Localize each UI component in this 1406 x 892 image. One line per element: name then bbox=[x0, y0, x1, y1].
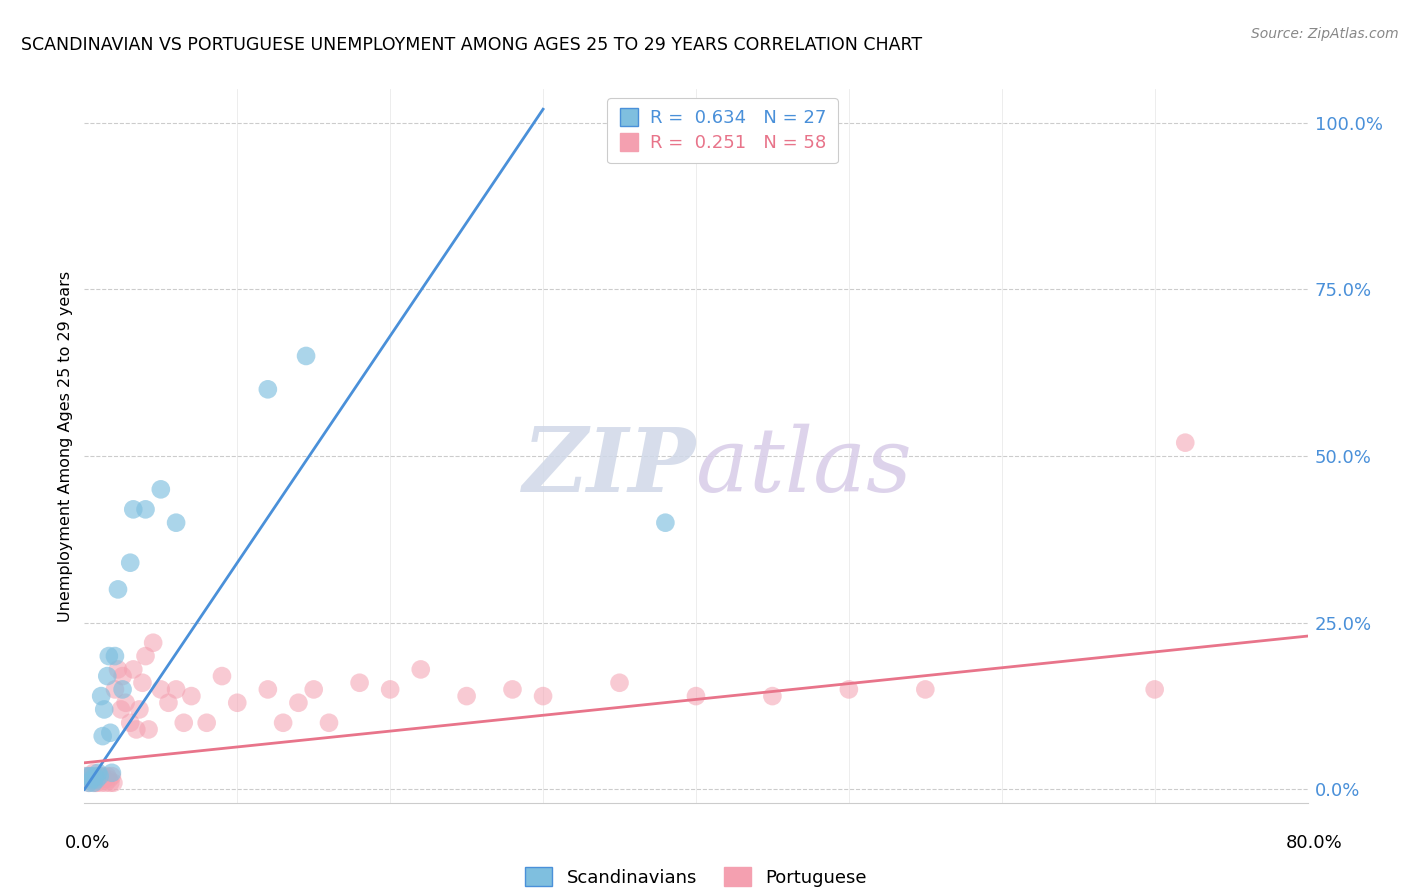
Point bbox=[89, 769, 111, 783]
Y-axis label: Unemployment Among Ages 25 to 29 years: Unemployment Among Ages 25 to 29 years bbox=[58, 270, 73, 622]
Point bbox=[110, 702, 132, 716]
Point bbox=[761, 689, 783, 703]
Point bbox=[1143, 682, 1166, 697]
Point bbox=[122, 502, 145, 516]
Text: ZIP: ZIP bbox=[523, 425, 696, 510]
Point bbox=[318, 715, 340, 730]
Point bbox=[96, 769, 118, 783]
Point bbox=[83, 776, 105, 790]
Point bbox=[128, 702, 150, 716]
Point bbox=[76, 772, 98, 787]
Point bbox=[120, 556, 142, 570]
Point bbox=[98, 725, 121, 739]
Point bbox=[84, 776, 107, 790]
Point bbox=[91, 769, 114, 783]
Point bbox=[685, 689, 707, 703]
Point bbox=[165, 682, 187, 697]
Point bbox=[80, 772, 103, 787]
Point bbox=[131, 675, 153, 690]
Point bbox=[1174, 435, 1197, 450]
Point bbox=[295, 349, 318, 363]
Legend: Scandinavians, Portuguese: Scandinavians, Portuguese bbox=[524, 867, 868, 887]
Point bbox=[138, 723, 160, 737]
Point bbox=[257, 382, 280, 396]
Point bbox=[94, 776, 117, 790]
Point bbox=[111, 682, 134, 697]
Point bbox=[257, 682, 280, 697]
Point bbox=[107, 662, 129, 676]
Point bbox=[101, 765, 124, 780]
Point bbox=[90, 776, 112, 790]
Point bbox=[79, 769, 101, 783]
Text: Source: ZipAtlas.com: Source: ZipAtlas.com bbox=[1251, 27, 1399, 41]
Point bbox=[89, 772, 111, 787]
Point bbox=[380, 682, 402, 697]
Point bbox=[456, 689, 478, 703]
Point bbox=[91, 729, 114, 743]
Point bbox=[84, 769, 107, 783]
Point bbox=[142, 636, 165, 650]
Point bbox=[93, 702, 115, 716]
Point bbox=[135, 649, 157, 664]
Point bbox=[409, 662, 432, 676]
Point bbox=[125, 723, 148, 737]
Point bbox=[90, 689, 112, 703]
Point bbox=[609, 675, 631, 690]
Point bbox=[287, 696, 309, 710]
Point bbox=[165, 516, 187, 530]
Text: 0.0%: 0.0% bbox=[65, 834, 110, 852]
Point bbox=[96, 669, 118, 683]
Point bbox=[73, 769, 96, 783]
Point bbox=[654, 516, 676, 530]
Point bbox=[149, 483, 172, 497]
Text: 80.0%: 80.0% bbox=[1286, 834, 1343, 852]
Point bbox=[149, 682, 172, 697]
Point bbox=[531, 689, 554, 703]
Point bbox=[120, 715, 142, 730]
Point bbox=[157, 696, 180, 710]
Point bbox=[101, 769, 124, 783]
Point bbox=[271, 715, 294, 730]
Point bbox=[86, 772, 108, 787]
Point bbox=[76, 769, 98, 783]
Point bbox=[211, 669, 233, 683]
Text: SCANDINAVIAN VS PORTUGUESE UNEMPLOYMENT AMONG AGES 25 TO 29 YEARS CORRELATION CH: SCANDINAVIAN VS PORTUGUESE UNEMPLOYMENT … bbox=[21, 36, 922, 54]
Point bbox=[180, 689, 202, 703]
Point bbox=[195, 715, 218, 730]
Point bbox=[226, 696, 249, 710]
Point bbox=[93, 772, 115, 787]
Point bbox=[122, 662, 145, 676]
Point bbox=[104, 649, 127, 664]
Point bbox=[135, 502, 157, 516]
Point bbox=[502, 682, 524, 697]
Point bbox=[114, 696, 136, 710]
Point bbox=[79, 769, 101, 783]
Point bbox=[86, 776, 108, 790]
Point bbox=[87, 765, 110, 780]
Point bbox=[97, 772, 120, 787]
Point bbox=[98, 776, 121, 790]
Point bbox=[914, 682, 936, 697]
Point bbox=[111, 669, 134, 683]
Point bbox=[107, 582, 129, 597]
Point bbox=[173, 715, 195, 730]
Point bbox=[77, 776, 100, 790]
Point bbox=[838, 682, 860, 697]
Point bbox=[104, 682, 127, 697]
Point bbox=[349, 675, 371, 690]
Point bbox=[103, 776, 125, 790]
Point bbox=[83, 765, 105, 780]
Point bbox=[77, 776, 100, 790]
Point bbox=[302, 682, 325, 697]
Point bbox=[87, 769, 110, 783]
Text: atlas: atlas bbox=[696, 424, 911, 511]
Point bbox=[97, 649, 120, 664]
Point bbox=[80, 772, 103, 787]
